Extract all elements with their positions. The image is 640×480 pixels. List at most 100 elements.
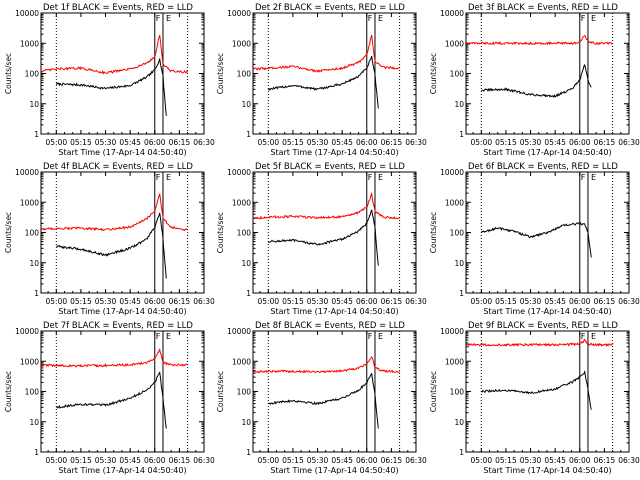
x-tick-label: 06:30 [618, 297, 640, 306]
y-tick-label: 10000 [440, 9, 464, 18]
y-tick-label: 1000 [232, 39, 251, 48]
y-tick-label: 10000 [15, 9, 39, 18]
y-tick-label: 10000 [15, 168, 39, 177]
y-axis-label: Counts/sec [216, 371, 225, 412]
y-tick-label: 10000 [227, 9, 251, 18]
flag-label-f: F [581, 14, 586, 23]
series-line-events [55, 58, 167, 116]
x-tick-label: 05:00 [471, 297, 493, 306]
x-tick-label: 05:00 [471, 456, 493, 465]
x-tick-label: 05:15 [282, 138, 304, 147]
plot-frame [40, 12, 205, 135]
flag-label-e: E [591, 332, 596, 341]
x-tick-label: 06:00 [144, 138, 166, 147]
x-axis-label: Start Time (17-Apr-14 04:50:40) [270, 466, 398, 475]
x-tick-label: 05:15 [282, 456, 304, 465]
x-tick-label: 05:15 [495, 456, 517, 465]
x-axis-label: Start Time (17-Apr-14 04:50:40) [270, 307, 398, 316]
x-tick-label: 05:30 [307, 138, 329, 147]
series-line-lld [41, 34, 188, 75]
flag-label-e: E [378, 332, 383, 341]
x-tick-label: 05:45 [119, 138, 141, 147]
plot-frame [465, 12, 630, 135]
x-tick-label: 05:45 [331, 138, 353, 147]
x-tick-label: 06:30 [618, 138, 640, 147]
y-tick-label: 10000 [440, 327, 464, 336]
series-line-events [480, 221, 592, 258]
x-tick-label: 05:15 [70, 297, 92, 306]
x-tick-label: 05:30 [520, 138, 542, 147]
y-tick-label: 100 [450, 229, 465, 238]
y-tick-label: 1000 [232, 198, 251, 207]
flag-label-f: F [156, 332, 161, 341]
x-tick-label: 06:00 [356, 456, 378, 465]
x-tick-label: 06:30 [405, 456, 427, 465]
x-tick-label: 06:15 [594, 456, 616, 465]
series-line-lld [466, 338, 613, 347]
y-tick-label: 1000 [20, 357, 39, 366]
x-tick-label: 05:00 [258, 297, 280, 306]
y-tick-label: 1 [459, 289, 464, 298]
y-tick-label: 10 [454, 259, 464, 268]
panel-title: Det 7f BLACK = Events, RED = LLD [43, 321, 193, 331]
x-tick-label: 05:30 [520, 297, 542, 306]
x-tick-label: 05:15 [495, 297, 517, 306]
y-tick-label: 100 [237, 70, 252, 79]
x-tick-label: 06:30 [618, 456, 640, 465]
y-tick-label: 1000 [445, 198, 464, 207]
x-tick-label: 06:15 [594, 297, 616, 306]
y-tick-label: 10 [29, 259, 39, 268]
x-tick-label: 06:30 [193, 456, 215, 465]
x-axis-label: Start Time (17-Apr-14 04:50:40) [58, 466, 186, 475]
x-tick-label: 05:00 [46, 456, 68, 465]
series-line-lld [253, 34, 400, 73]
flag-label-e: E [591, 173, 596, 182]
x-tick-label: 05:00 [46, 297, 68, 306]
x-tick-label: 05:45 [331, 297, 353, 306]
x-tick-label: 05:15 [495, 138, 517, 147]
flag-label-f: F [368, 332, 373, 341]
y-tick-label: 1000 [445, 357, 464, 366]
x-tick-label: 05:30 [95, 456, 117, 465]
series-line-events [481, 369, 592, 410]
x-axis-label: Start Time (17-Apr-14 04:50:40) [483, 466, 611, 475]
x-tick-label: 05:15 [70, 138, 92, 147]
y-axis-label: Counts/sec [429, 212, 438, 253]
x-tick-label: 05:00 [258, 138, 280, 147]
y-tick-label: 10000 [227, 168, 251, 177]
x-axis-label: Start Time (17-Apr-14 04:50:40) [58, 148, 186, 157]
series-line-lld [41, 193, 188, 232]
flag-label-e: E [591, 14, 596, 23]
y-tick-label: 10 [29, 100, 39, 109]
x-tick-label: 06:30 [405, 297, 427, 306]
x-tick-label: 05:45 [544, 456, 566, 465]
x-tick-label: 06:15 [169, 456, 191, 465]
y-tick-label: 1 [459, 130, 464, 139]
y-tick-label: 100 [450, 388, 465, 397]
y-axis-label: Counts/sec [216, 212, 225, 253]
y-tick-label: 10000 [15, 327, 39, 336]
flag-label-e: E [166, 173, 171, 182]
x-tick-label: 06:00 [569, 297, 591, 306]
x-tick-label: 05:45 [119, 456, 141, 465]
x-tick-label: 05:30 [95, 297, 117, 306]
plot-frame [40, 330, 205, 453]
y-tick-label: 1 [246, 130, 251, 139]
y-tick-label: 100 [25, 388, 40, 397]
x-tick-label: 06:15 [169, 138, 191, 147]
y-tick-label: 1 [34, 289, 39, 298]
series-line-events [56, 212, 167, 279]
panel-title: Det 9f BLACK = Events, RED = LLD [468, 321, 618, 331]
flag-label-f: F [368, 14, 373, 23]
y-axis-label: Counts/sec [4, 212, 13, 253]
x-tick-label: 05:15 [282, 297, 304, 306]
y-tick-label: 10 [454, 100, 464, 109]
y-tick-label: 10 [29, 418, 39, 427]
x-tick-label: 06:15 [169, 297, 191, 306]
panel-title: Det 1f BLACK = Events, RED = LLD [43, 3, 193, 13]
